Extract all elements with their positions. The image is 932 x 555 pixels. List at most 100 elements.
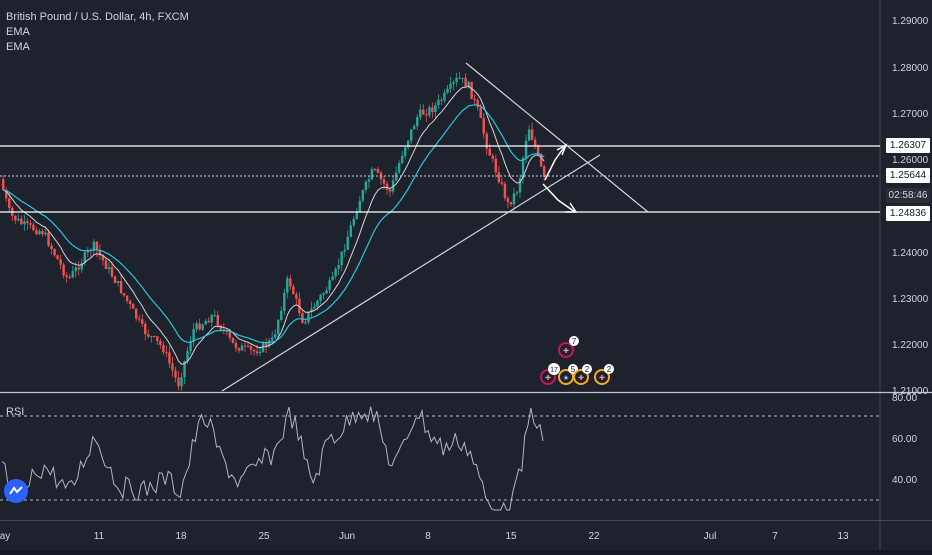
candle-body — [14, 215, 17, 221]
event-marker-top[interactable]: ✚ 7 — [558, 336, 579, 358]
candle-body — [500, 182, 504, 184]
candle-body — [473, 98, 476, 101]
candle-body — [388, 189, 392, 192]
candle-body — [186, 351, 189, 362]
candle-body — [385, 183, 389, 190]
bearish-projection-arrow[interactable] — [542, 183, 576, 213]
candle-body — [240, 345, 244, 351]
economic-events[interactable]: ✚ 7 ✚ 17 ★ 5 ✚ 2 — [540, 336, 614, 385]
time-tick: 13 — [837, 531, 849, 542]
candle-body — [340, 251, 343, 266]
candle-body — [258, 351, 262, 354]
candle-body — [192, 329, 195, 342]
candle-body — [376, 169, 380, 173]
event-marker-3[interactable]: ✚ 2 — [573, 364, 592, 385]
candle-body — [322, 293, 325, 296]
candle-body — [228, 331, 232, 338]
candle-body — [527, 129, 531, 141]
candle-body — [32, 224, 35, 231]
ema-slow-line — [3, 104, 545, 344]
event-marker-1[interactable]: ✚ 17 — [540, 363, 560, 385]
candle-body — [373, 169, 377, 171]
candle-body — [316, 300, 319, 307]
candle-body — [337, 265, 340, 269]
candle-body — [255, 351, 259, 354]
price-tick: 1.28000 — [892, 63, 929, 74]
candle-body — [2, 179, 5, 190]
candle-body — [216, 314, 219, 326]
flag-uk-icon: ✚ — [545, 374, 551, 382]
candle-body — [289, 278, 292, 287]
candle-body — [328, 280, 331, 291]
candle-body — [74, 267, 77, 272]
support-price-tag: 1.24836 — [886, 206, 930, 221]
candle-body — [231, 337, 235, 344]
candle-body — [331, 276, 334, 281]
time-axis-labels[interactable]: ay 11 18 25 Jun 8 15 22 Jul 7 13 — [0, 531, 849, 542]
price-axis[interactable] — [880, 0, 932, 550]
candle-body — [325, 290, 328, 294]
candle-body — [237, 348, 241, 351]
candle-body — [334, 268, 337, 277]
ema-indicator-label[interactable]: EMA — [6, 41, 30, 53]
candle-body — [264, 342, 268, 347]
candle-body — [482, 117, 485, 134]
candle-body — [470, 81, 473, 99]
candle-body — [403, 147, 407, 156]
candle-body — [80, 263, 83, 270]
candle-body — [180, 377, 183, 387]
symbol-title[interactable]: British Pound / U.S. Dollar, 4h, FXCM — [6, 11, 189, 23]
candle-body — [159, 340, 162, 345]
candle-body — [440, 99, 443, 101]
candle-body — [122, 293, 126, 296]
candle-body — [210, 315, 213, 323]
bullish-projection-arrow[interactable] — [544, 145, 566, 181]
candle-body — [304, 322, 307, 324]
candle-body — [234, 343, 238, 349]
candle-body — [292, 286, 295, 295]
candle-body — [488, 148, 491, 156]
chart-legend[interactable]: British Pound / U.S. Dollar, 4h, FXCM EM… — [6, 10, 189, 55]
candle-body — [295, 294, 298, 299]
candle-body — [391, 180, 395, 192]
candle-body — [198, 323, 201, 330]
candle-body — [491, 155, 495, 159]
candle-body — [77, 267, 80, 270]
candle-body — [17, 218, 20, 221]
candle-body — [59, 259, 62, 265]
candle-body — [515, 192, 519, 194]
price-tick: 1.27000 — [892, 109, 929, 120]
candle-body — [413, 126, 416, 130]
event-marker-4[interactable]: ✚ 2 — [594, 364, 614, 385]
tradingview-logo-icon[interactable] — [4, 479, 28, 503]
candle-body — [83, 252, 87, 264]
rsi-indicator-label[interactable]: RSI — [6, 406, 25, 418]
resistance-price-tag: 1.26307 — [886, 138, 930, 153]
candle-body — [416, 117, 419, 127]
candle-body — [509, 201, 513, 205]
candle-body — [219, 325, 223, 330]
candle-body — [144, 323, 147, 335]
candle-body — [26, 221, 29, 224]
ema-indicator-label[interactable]: EMA — [6, 26, 30, 38]
candle-body — [204, 320, 207, 325]
price-tick: 1.29000 — [892, 16, 929, 27]
price-pane[interactable] — [0, 0, 880, 392]
candle-body — [443, 92, 446, 101]
ascending-trendline[interactable] — [221, 154, 601, 392]
candle-body — [128, 300, 132, 305]
candle-body — [497, 172, 501, 183]
candle-body — [138, 318, 141, 320]
candle-body — [310, 308, 313, 312]
candle-body — [361, 189, 365, 201]
candle-body — [47, 232, 50, 246]
ema-fast-line — [2, 85, 545, 365]
rsi-pane[interactable] — [0, 393, 880, 520]
candle-body — [150, 336, 153, 338]
candle-body — [536, 146, 540, 155]
candle-body — [267, 340, 271, 347]
price-tick: 1.26000 — [892, 155, 929, 166]
descending-trendline[interactable] — [465, 62, 649, 213]
